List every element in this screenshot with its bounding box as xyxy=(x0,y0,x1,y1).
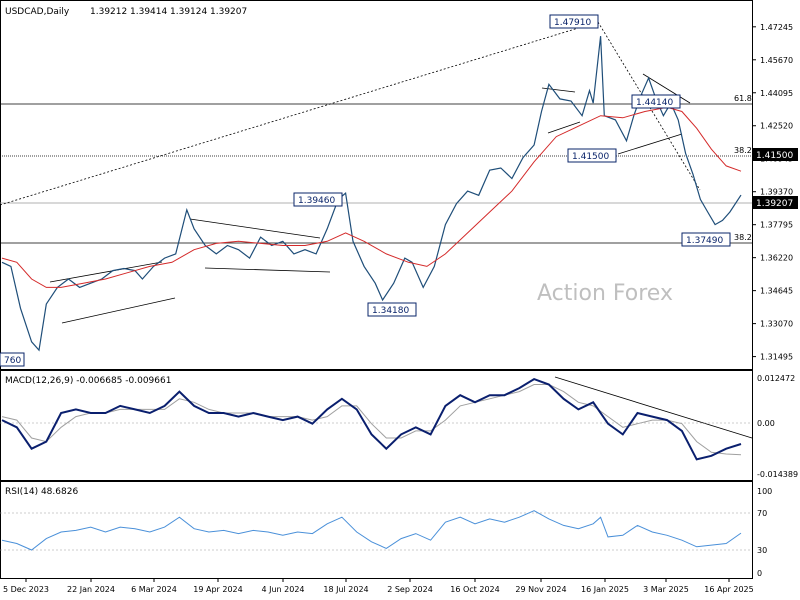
macd-main-line xyxy=(1,377,742,461)
x-tick-label: 6 Mar 2024 xyxy=(131,585,177,594)
symbol-label: USDCAD,Daily xyxy=(5,7,70,17)
price-series xyxy=(1,36,742,352)
fib-label-61-8: 61.8 xyxy=(734,94,752,103)
price-tick-label: 1.31495 xyxy=(760,353,793,362)
price-tick-label: 1.36220 xyxy=(760,254,793,263)
price-tick-label: 1.37795 xyxy=(760,221,793,230)
x-axis-ticks: 5 Dec 2023 22 Jan 2024 6 Mar 2024 19 Apr 20… xyxy=(3,578,754,594)
trendlines xyxy=(0,21,753,439)
macd-label: MACD(12,26,9) -0.006685 -0.009661 xyxy=(5,376,171,386)
x-tick-label: 5 Dec 2023 xyxy=(3,585,49,594)
callout-1-37490: 1.37490 xyxy=(686,236,723,246)
macd-tick-top: 0.012472 xyxy=(757,374,795,383)
rsi-tick-0: 0 xyxy=(757,569,762,578)
fib-label-38-2-lower: 38.2 xyxy=(734,233,752,242)
price-y-ticks: 1.472451.456701.440951.425201.409451.393… xyxy=(752,23,793,362)
x-tick-label: 2 Sep 2024 xyxy=(387,585,433,594)
price-tag-1-41500: 1.41500 xyxy=(756,151,793,161)
long-dotted-trendline xyxy=(0,21,599,206)
x-tick-label: 16 Oct 2024 xyxy=(450,585,499,594)
callout-box-1-47910 xyxy=(549,14,599,29)
callout-1-39460: 1.39460 xyxy=(298,196,335,206)
price-tick-label: 1.39370 xyxy=(760,188,793,197)
callout-box-760 xyxy=(0,352,25,367)
rsi-tick-70: 70 xyxy=(757,509,767,518)
x-tick-label: 16 Apr 2025 xyxy=(704,585,753,594)
ohlc-low: 1.39124 xyxy=(170,7,207,17)
callout-760: 760 xyxy=(4,356,21,366)
x-tick-label: 4 Jun 2024 xyxy=(261,585,304,594)
wedge-lower-line xyxy=(617,133,683,155)
flag-lower-line xyxy=(547,121,581,134)
rsi-label: RSI(14) 48.6826 xyxy=(5,487,78,497)
price-tag-current: 1.39207 xyxy=(756,199,793,209)
rsi-tick-30: 30 xyxy=(757,546,767,555)
callout-1-47910: 1.47910 xyxy=(554,18,591,28)
ohlc-open: 1.39212 xyxy=(90,7,127,17)
price-tick-label: 1.45670 xyxy=(760,56,793,65)
x-tick-label: 16 Jan 2025 xyxy=(581,585,629,594)
channel-lower-line xyxy=(61,297,176,324)
callout-box-1-41500 xyxy=(567,148,617,163)
callout-1-41500: 1.41500 xyxy=(572,152,609,162)
price-tag-1-41500-bg xyxy=(753,148,798,161)
x-tick-label: 3 Mar 2025 xyxy=(643,585,689,594)
moving-average-line xyxy=(1,106,742,288)
macd-tick-bottom: -0.014389 xyxy=(757,470,798,479)
price-tick-label: 1.33070 xyxy=(760,320,793,329)
callout-box-1-37490 xyxy=(681,232,731,247)
price-tick-label: 1.34645 xyxy=(760,287,793,296)
price-tick-label: 1.47245 xyxy=(760,23,793,32)
watermark: Action Forex xyxy=(537,281,673,306)
callout-box-1-39460 xyxy=(293,192,343,207)
drop-dotted-trendline xyxy=(597,21,701,191)
price-callouts: 1.47910 1.44140 1.41500 1.39460 1.37490 … xyxy=(0,14,731,367)
callout-1-44140: 1.44140 xyxy=(636,98,673,108)
x-tick-label: 19 Apr 2024 xyxy=(193,585,242,594)
price-tick-label: 1.44095 xyxy=(760,89,793,98)
callout-1-34180: 1.34180 xyxy=(372,306,409,316)
ohlc-high: 1.39414 xyxy=(130,7,167,17)
macd-tick-zero: 0.00 xyxy=(757,419,775,428)
x-tick-label: 29 Nov 2024 xyxy=(515,585,566,594)
callout-box-1-44140 xyxy=(631,94,681,109)
x-tick-label: 18 Jul 2024 xyxy=(323,585,368,594)
rsi-panel-frame xyxy=(0,481,753,579)
macd-signal-line xyxy=(1,384,742,456)
rsi-line xyxy=(1,510,742,551)
price-tick-label: 1.42520 xyxy=(760,122,793,131)
callout-box-1-34180 xyxy=(367,302,417,317)
symbol-header: USDCAD,Daily 1.39212 1.39414 1.39124 1.3… xyxy=(5,7,247,17)
wedge-upper-line xyxy=(642,73,691,104)
fib-label-38-2-upper: 38.2 xyxy=(734,146,752,155)
triangle-lower-line xyxy=(204,267,331,273)
macd-panel-frame xyxy=(0,370,753,481)
macd-trendline xyxy=(554,376,753,439)
ohlc-close: 1.39207 xyxy=(210,7,247,17)
price-tag-current-bg xyxy=(753,196,798,209)
rsi-tick-100: 100 xyxy=(757,487,772,496)
x-tick-label: 22 Jan 2024 xyxy=(67,585,115,594)
triangle-upper-line xyxy=(189,218,321,239)
